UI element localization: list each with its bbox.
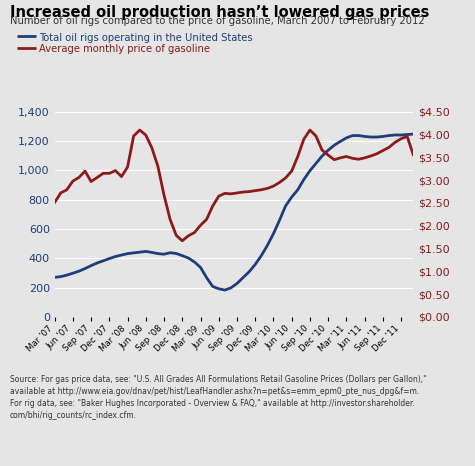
Text: Average monthly price of gasoline: Average monthly price of gasoline: [39, 44, 210, 54]
Text: Total oil rigs operating in the United States: Total oil rigs operating in the United S…: [39, 33, 253, 42]
Text: Source: For gas price data, see: "U.S. All Grades All Formulations Retail Gasoli: Source: For gas price data, see: "U.S. A…: [10, 375, 426, 419]
Text: Number of oil rigs compared to the price of gasoline, March 2007 to February 201: Number of oil rigs compared to the price…: [10, 16, 424, 26]
Text: Increased oil production hasn’t lowered gas prices: Increased oil production hasn’t lowered …: [10, 5, 429, 20]
